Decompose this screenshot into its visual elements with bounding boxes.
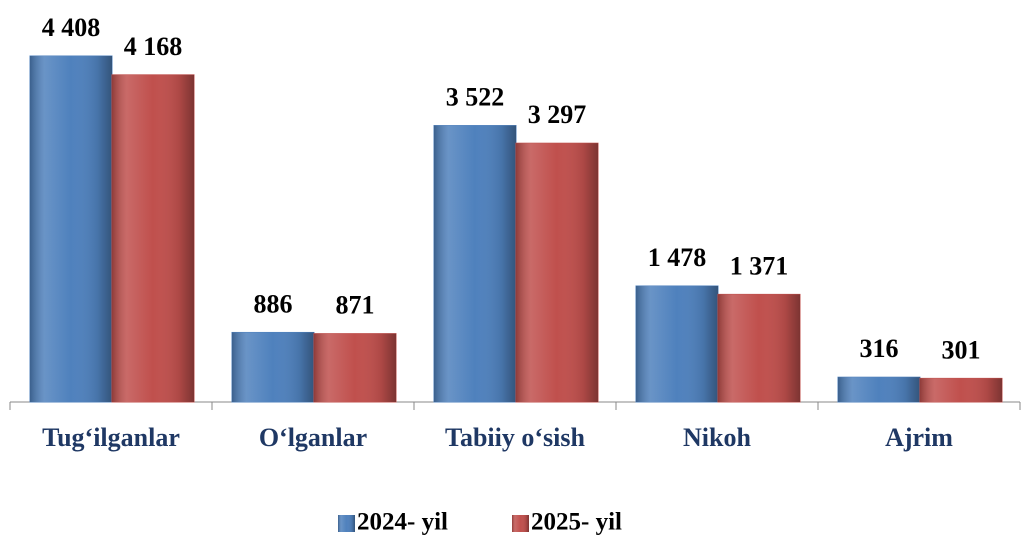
legend-swatch-shade bbox=[338, 515, 355, 532]
value-label: 1 478 bbox=[648, 243, 707, 272]
value-label: 3 522 bbox=[446, 83, 505, 112]
bar-shade bbox=[232, 332, 314, 402]
x-tick-label: Tug‘ilganlar bbox=[42, 423, 180, 452]
value-label: 4 408 bbox=[42, 13, 101, 42]
bar-shade bbox=[112, 74, 194, 403]
value-label: 1 371 bbox=[730, 251, 789, 280]
bar-shade bbox=[434, 125, 516, 402]
bar-shade bbox=[30, 56, 112, 402]
value-label: 871 bbox=[336, 291, 375, 320]
legend-swatch-shade bbox=[512, 515, 529, 532]
x-tick-label: Tabiiy o‘sish bbox=[445, 423, 585, 452]
value-label: 3 297 bbox=[528, 100, 587, 129]
bar-shade bbox=[314, 333, 396, 402]
value-label: 4 168 bbox=[124, 32, 183, 61]
value-label: 316 bbox=[860, 334, 899, 363]
x-tick-label: Ajrim bbox=[885, 423, 953, 452]
bar-shade bbox=[636, 285, 718, 402]
legend-label: 2025- yil bbox=[531, 509, 622, 536]
value-label: 886 bbox=[254, 289, 293, 318]
bar-shade bbox=[920, 378, 1002, 402]
legend-label: 2024- yil bbox=[357, 509, 448, 536]
x-tick-label: Nikoh bbox=[683, 423, 751, 452]
bar-shade bbox=[838, 377, 920, 402]
value-label: 301 bbox=[942, 335, 981, 364]
bar-shade bbox=[718, 294, 800, 402]
bar-shade bbox=[516, 143, 598, 403]
x-tick-label: O‘lganlar bbox=[259, 423, 367, 452]
